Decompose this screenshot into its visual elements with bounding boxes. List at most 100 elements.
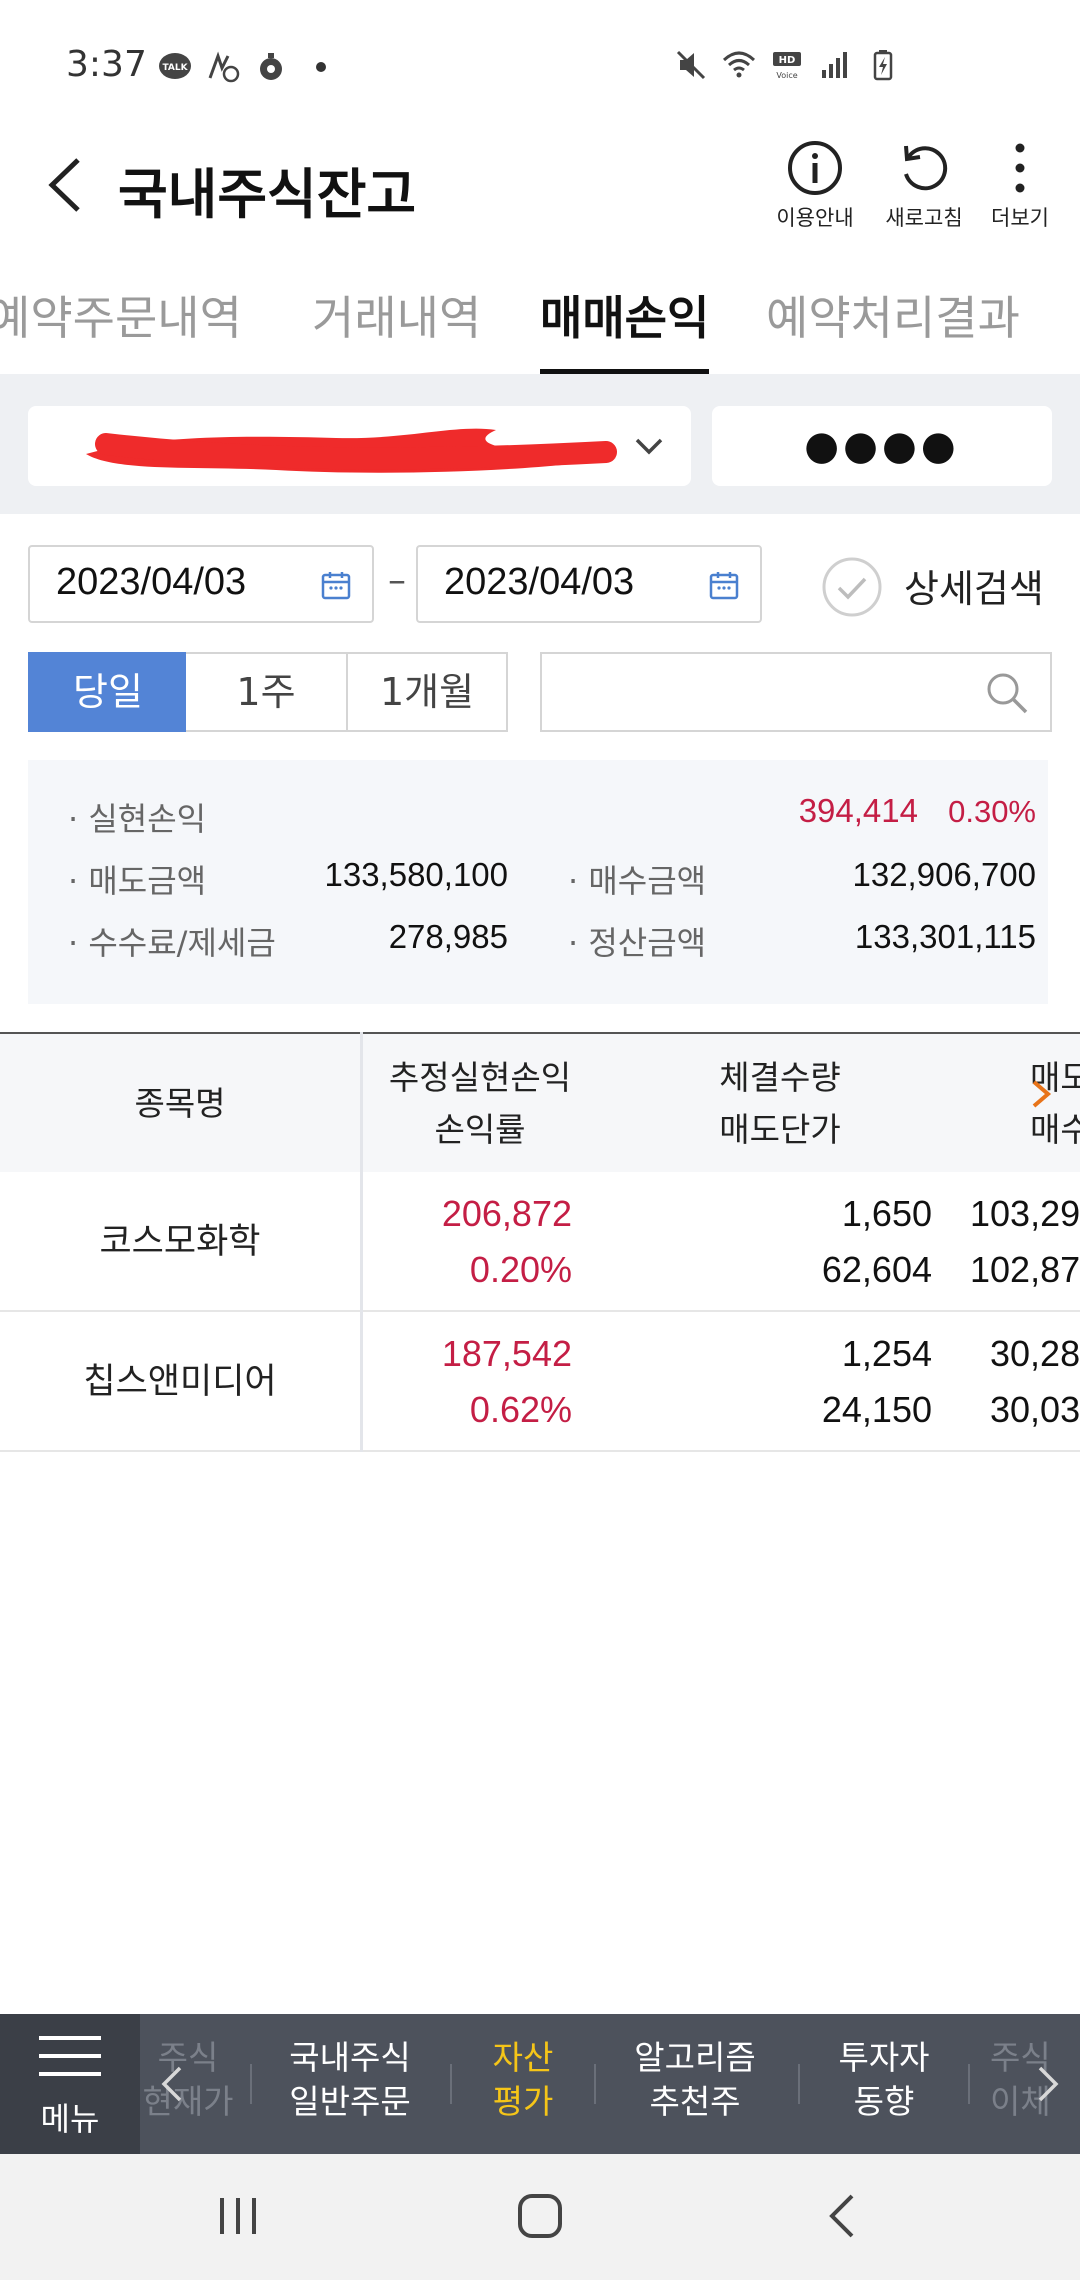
bottom-menu-asset-eval[interactable]: 자산 평가: [466, 2036, 580, 2124]
menu-button[interactable]: 메뉴: [0, 2014, 140, 2154]
tab-bar: 예약주문내역 거래내역 매매손익 예약처리결과: [0, 262, 1080, 374]
tab-reservation-orders[interactable]: 예약주문내역: [0, 291, 242, 345]
more-button[interactable]: 더보기: [965, 138, 1075, 238]
investor-trend-bottom: 동향: [853, 2082, 915, 2121]
chevron-left-icon: [48, 158, 80, 212]
investor-trend-top: 투자자: [838, 2038, 930, 2077]
bottom-menu-investor-trend[interactable]: 투자자 동향: [816, 2036, 952, 2124]
menu-label: 메뉴: [40, 2100, 100, 2138]
fee-tax-value: 278,985: [388, 918, 508, 955]
buy-amount-label-text: 매수금액: [588, 862, 707, 900]
menu-separator: [968, 2064, 970, 2104]
account-password-field[interactable]: ●●●●: [712, 406, 1052, 486]
asset-eval-top: 자산: [492, 2038, 554, 2077]
svg-text:HD: HD: [779, 55, 796, 66]
account-select[interactable]: [28, 406, 691, 486]
sell-price: 62,604: [821, 1249, 932, 1290]
timer-icon: [260, 53, 282, 80]
sell-amount-label: · 매도금액: [68, 862, 207, 900]
settlement-label: · 정산금액: [568, 924, 707, 962]
frozen-column-divider: [360, 1032, 363, 1452]
system-nav-bar: [0, 2154, 1080, 2280]
bottom-menu-faded-left[interactable]: 주식 현재가: [138, 2036, 238, 2124]
hd-voice-icon: HD Voice: [773, 52, 801, 80]
realized-pnl-label-text: 실현손익: [88, 800, 207, 838]
detail-search-label[interactable]: 상세검색: [904, 567, 1044, 611]
recent-apps-icon[interactable]: [214, 2194, 262, 2238]
detail-search-checkbox[interactable]: [820, 555, 884, 619]
pnl-rate: 0.20%: [469, 1249, 572, 1290]
calendar-icon: [321, 572, 351, 600]
faded-left-bottom: 현재가: [142, 2082, 234, 2121]
svg-text:Voice: Voice: [776, 71, 797, 80]
period-today-button[interactable]: 당일: [28, 652, 188, 732]
faded-left-top: 주식: [157, 2038, 219, 2077]
tab-trade-pnl[interactable]: 매매손익: [540, 282, 710, 374]
scroll-right-icon[interactable]: [1030, 1076, 1054, 1112]
sell-amount: 30,28: [990, 1333, 1080, 1374]
table-row[interactable]: 칩스앤미디어 187,542 0.62% 1,254 24,150 30,28 …: [0, 1312, 1080, 1452]
redaction-scribble: [86, 428, 617, 473]
buy-amount: 30,03: [990, 1389, 1080, 1430]
tab-reservation-results[interactable]: 예약처리결과: [766, 291, 1020, 345]
start-date-field[interactable]: 2023/04/03: [28, 545, 374, 623]
svg-text:TALK: TALK: [162, 63, 188, 73]
status-bar: 3:37 TALK HD Voice: [0, 0, 1080, 120]
calendar-icon: [709, 572, 739, 600]
pnl-summary: · 실현손익 394,414 0.30% · 매도금액 133,580,100 …: [28, 760, 1048, 1004]
header-estimated-pnl: 추정실현손익: [388, 1058, 572, 1097]
table-row[interactable]: 코스모화학 206,872 0.20% 1,650 62,604 103,29 …: [0, 1172, 1080, 1312]
end-date-field[interactable]: 2023/04/03: [416, 545, 762, 623]
pnl-rate: 0.62%: [469, 1389, 572, 1430]
period-1week-button[interactable]: 1주: [186, 652, 348, 732]
settlement-value: 133,301,115: [854, 918, 1036, 955]
stock-name: 코스모화학: [99, 1222, 261, 1262]
status-time: 3:37: [66, 44, 147, 85]
search-icon[interactable]: [982, 668, 1032, 718]
account-area: ●●●●: [0, 374, 1080, 514]
exec-qty: 1,254: [841, 1333, 932, 1374]
realized-pnl-value: 394,414: [798, 792, 918, 829]
algorithm-bottom: 추천주: [649, 2082, 741, 2121]
menu-separator: [798, 2064, 800, 2104]
talk-icon: TALK: [159, 53, 191, 79]
home-icon[interactable]: [516, 2192, 564, 2240]
estimated-pnl: 206,872: [441, 1193, 572, 1234]
header-sell-amount: 매도: [1030, 1058, 1080, 1097]
status-left-icons: TALK: [158, 50, 326, 84]
buy-amount: 102,87: [970, 1249, 1080, 1290]
bottom-menu-domestic-order[interactable]: 국내주식 일반주문: [270, 2036, 430, 2124]
search-input[interactable]: [540, 652, 1052, 732]
scroll-left-icon[interactable]: [158, 2064, 186, 2104]
tab-transactions[interactable]: 거래내역: [312, 291, 482, 345]
table-header: 종목명 추정실현손익 손익률 체결수량 매도단가 매도 매수: [0, 1032, 1080, 1172]
menu-separator: [594, 2064, 596, 2104]
asset-eval-bottom: 평가: [492, 2082, 554, 2121]
buy-amount-value: 132,906,700: [852, 856, 1036, 893]
back-button[interactable]: [42, 150, 88, 220]
buy-amount-label: · 매수금액: [568, 862, 707, 900]
exec-qty: 1,650: [841, 1193, 932, 1234]
scroll-right-menu-icon[interactable]: [1034, 2064, 1062, 2104]
system-back-icon[interactable]: [822, 2192, 862, 2240]
info-icon: [788, 141, 842, 195]
sell-amount: 103,29: [970, 1193, 1080, 1234]
settlement-label-text: 정산금액: [588, 924, 707, 962]
sync-icon: [208, 51, 240, 83]
header-buy-amount: 매수: [1030, 1110, 1080, 1149]
battery-icon: [873, 50, 893, 81]
realized-pnl-label: · 실현손익: [68, 800, 207, 838]
status-right-icons: HD Voice: [674, 48, 900, 82]
info-label: 이용안내: [776, 206, 854, 230]
fee-tax-label: · 수수료/제세금: [68, 924, 276, 962]
info-button[interactable]: 이용안내: [760, 138, 870, 238]
header-pnl-rate: 손익률: [434, 1110, 526, 1149]
stock-name: 칩스앤미디어: [83, 1362, 277, 1402]
refresh-button[interactable]: 새로고침: [869, 138, 979, 238]
estimated-pnl: 187,542: [441, 1333, 572, 1374]
bottom-menu-algorithm[interactable]: 알고리즘 추천주: [610, 2036, 780, 2124]
period-1month-button[interactable]: 1개월: [346, 652, 508, 732]
refresh-icon: [904, 145, 948, 191]
mute-icon: [676, 50, 706, 80]
menu-separator: [450, 2064, 452, 2104]
